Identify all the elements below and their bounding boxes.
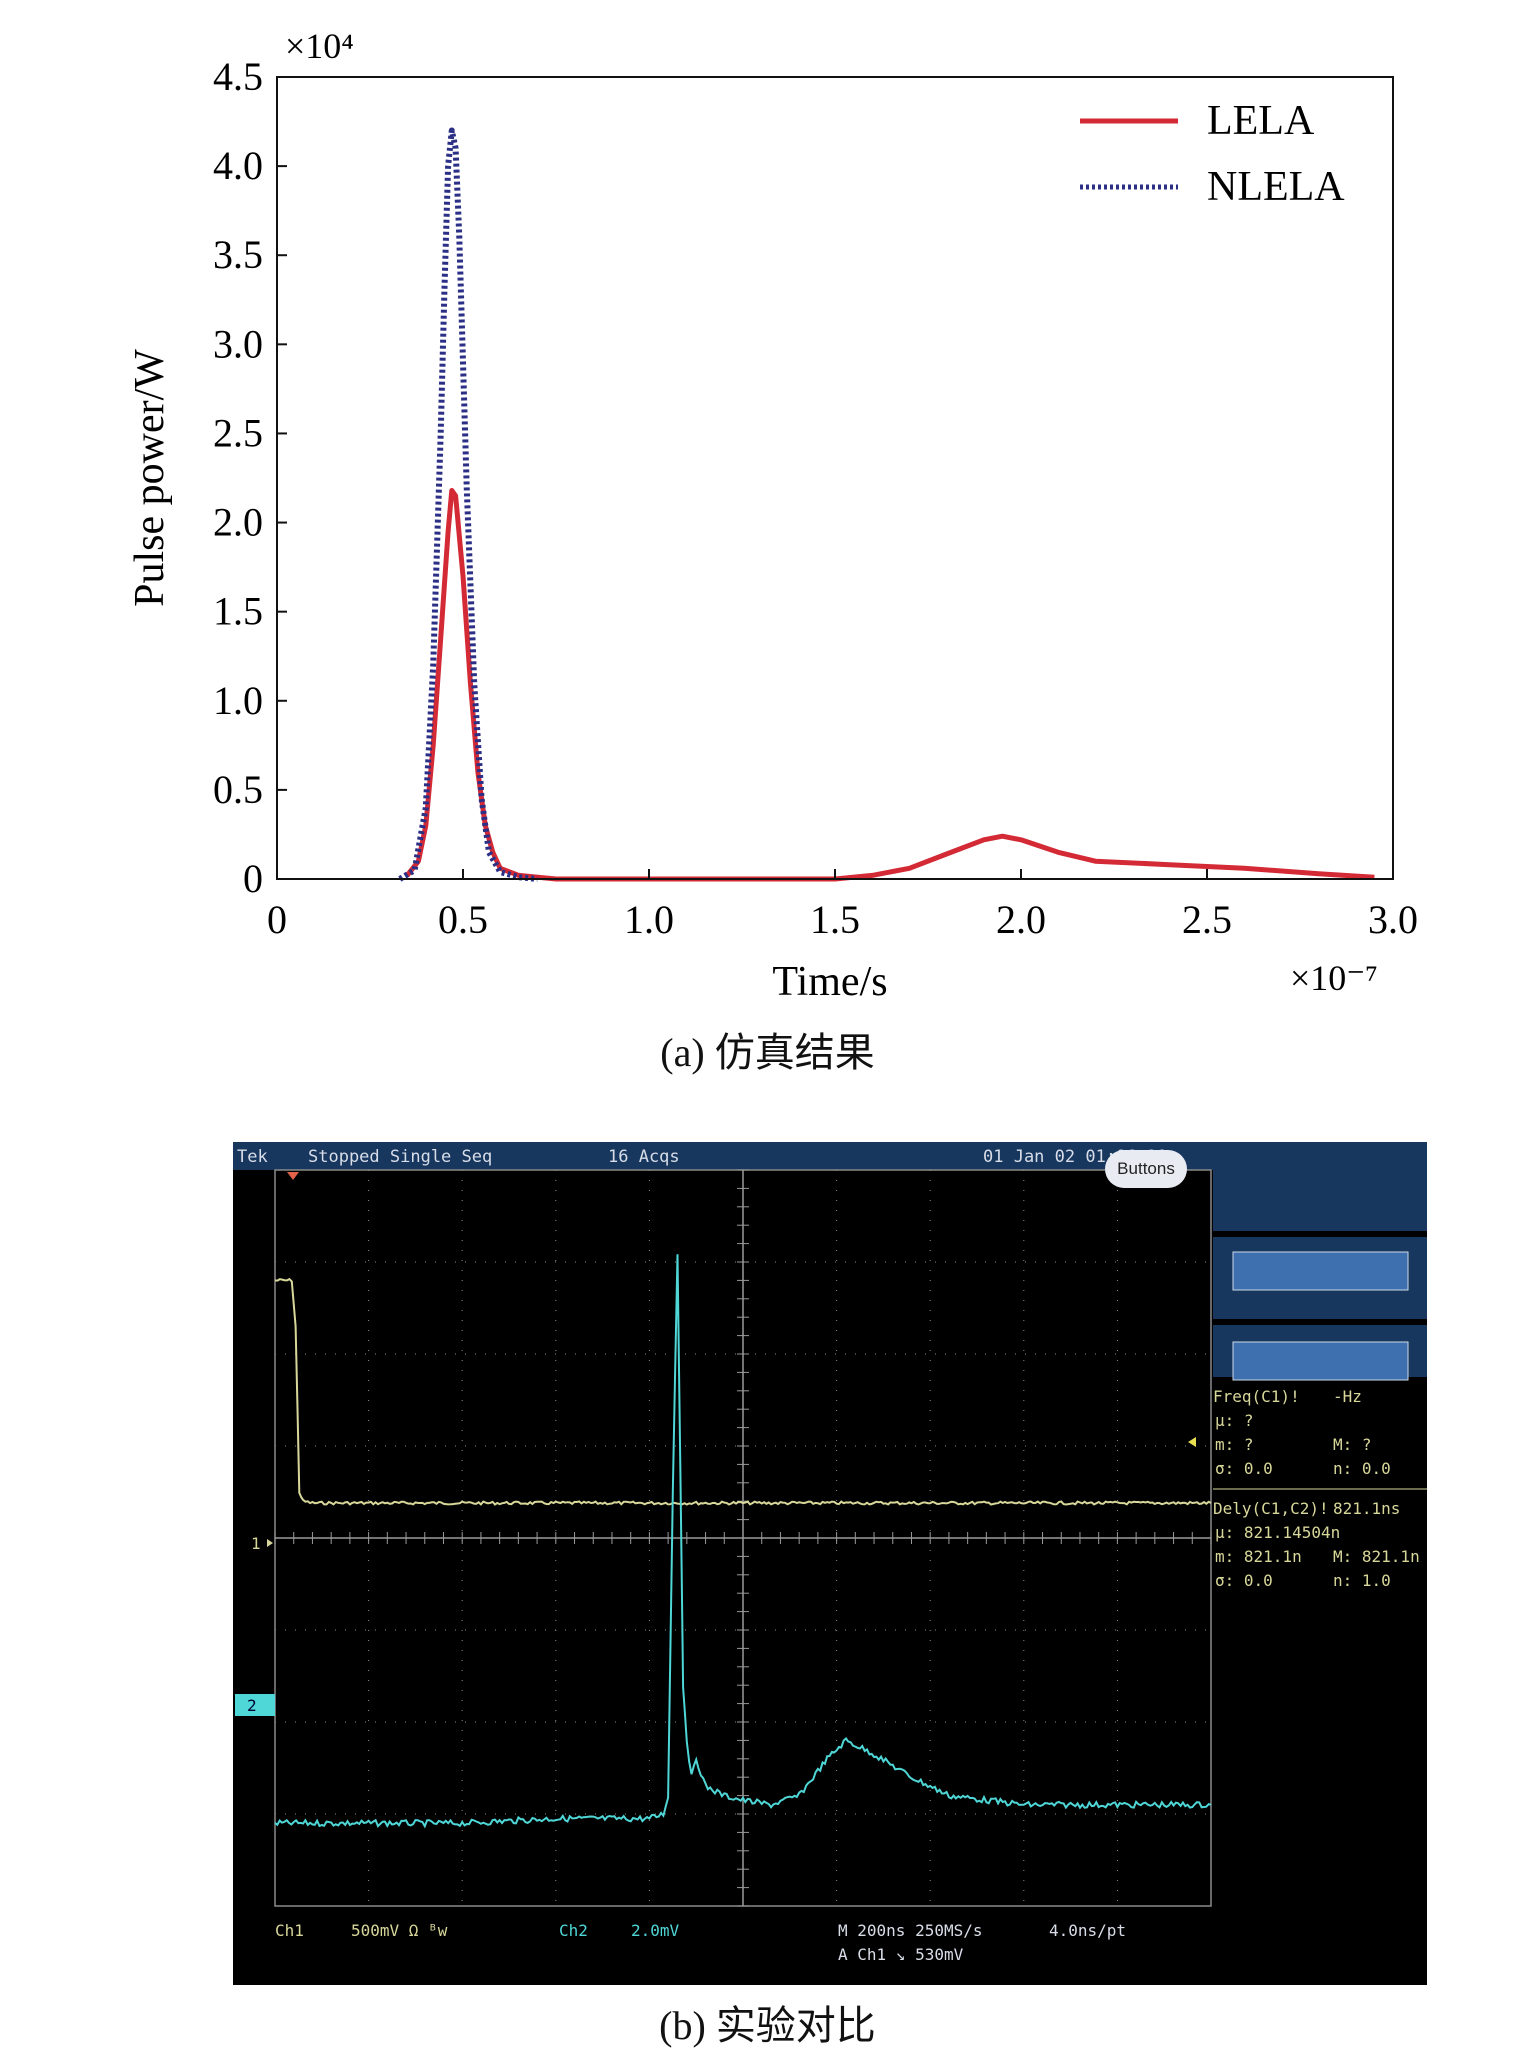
trigger-position-marker [287, 1172, 299, 1180]
timebase: M 200ns 250MS/s [838, 1921, 983, 1940]
meas-dely-n: n: 1.0 [1333, 1571, 1391, 1590]
legend-label-nlela: NLELA [1207, 164, 1345, 210]
meas-dely-title: Dely(C1,C2)! [1213, 1499, 1329, 1518]
side-box-2[interactable] [1232, 1341, 1409, 1381]
ch1-marker-arrow [267, 1539, 273, 1547]
x-multiplier: ×10⁻⁷ [1290, 958, 1378, 998]
meas-dely-max: M: 821.1n [1333, 1547, 1420, 1566]
y-tick-label: 2.0 [213, 500, 263, 545]
brand-label: Tek [237, 1147, 268, 1167]
trigger-info: A Ch1 ↘ 530mV [838, 1945, 964, 1964]
measurement-freq: Freq(C1)! -Hz μ: ? m: ? M: ? σ: 0.0 n: 0… [1213, 1387, 1391, 1478]
y-tick-label: 3.5 [213, 232, 263, 277]
meas-dely-value: 821.1ns [1333, 1499, 1400, 1518]
x-tick-label: 1.5 [810, 897, 860, 942]
y-tick-label: 4.0 [213, 143, 263, 188]
y-tick-label: 2.5 [213, 410, 263, 455]
meas-freq-mu: μ: ? [1215, 1411, 1254, 1430]
meas-freq-min: m: ? [1215, 1435, 1254, 1454]
meas-freq-title: Freq(C1)! [1213, 1387, 1300, 1406]
y-tick-label: 1.0 [213, 678, 263, 723]
x-tick-label: 1.0 [624, 897, 674, 942]
ch2-trace [274, 1254, 1212, 1829]
y-tick-label: 0.5 [213, 767, 263, 812]
side-box-1[interactable] [1232, 1251, 1409, 1291]
acq-count: 16 Acqs [608, 1147, 680, 1167]
meas-freq-max: M: ? [1333, 1435, 1372, 1454]
y-axis-label: Pulse power/W [127, 349, 173, 607]
ch1-trace [274, 1277, 1212, 1506]
series-lela-line [405, 488, 1375, 882]
legend: LELA NLELA [1080, 98, 1345, 210]
acq-status: Stopped Single Seq [308, 1147, 492, 1167]
x-tick-label: 3.0 [1368, 897, 1418, 942]
y-tick-label: 1.5 [213, 589, 263, 634]
x-tick-label: 0 [267, 897, 287, 942]
x-axis-label: Time/s [772, 959, 887, 1005]
ch1-scale: 500mV Ω ᴮw [351, 1921, 448, 1940]
meas-freq-sigma: σ: 0.0 [1215, 1459, 1273, 1478]
resolution: 4.0ns/pt [1049, 1921, 1126, 1940]
ch2-marker: 2 [247, 1696, 257, 1715]
y-tick-label: 3.0 [213, 321, 263, 366]
series-nlela-line [398, 127, 538, 882]
caption-b: (b) 实验对比 [659, 2003, 876, 2048]
legend-label-lela: LELA [1207, 98, 1315, 144]
ch2-label: Ch2 [559, 1921, 588, 1940]
y-tick-label: 0 [243, 856, 263, 901]
simulation-chart: 0 0.5 1.0 1.5 2.0 2.5 3.0 0 0.5 1.0 1.5 2.0 2.5 3.0 3.… [127, 26, 1418, 1005]
caption-a: (a) 仿真结果 [660, 1030, 875, 1075]
x-tick-label: 2.5 [1182, 897, 1232, 942]
ch2-scale: 2.0mV [631, 1921, 680, 1940]
meas-dely-mu: μ: 821.14504n [1215, 1523, 1340, 1542]
status-bar [233, 1142, 1427, 1170]
level-marker [1188, 1437, 1196, 1447]
y-tick-label: 4.5 [213, 54, 263, 99]
ch2-marker-box [235, 1694, 275, 1716]
measurement-delay: Dely(C1,C2)! 821.1ns μ: 821.14504n m: 82… [1213, 1499, 1420, 1590]
meas-dely-min: m: 821.1n [1215, 1547, 1302, 1566]
x-tick-label: 0.5 [438, 897, 488, 942]
meas-dely-sigma: σ: 0.0 [1215, 1571, 1273, 1590]
oscilloscope-screen: Tek Stopped Single Seq 16 Acqs 01 Jan 02… [233, 1142, 1427, 1985]
meas-freq-value: -Hz [1333, 1387, 1362, 1406]
x-tick-label: 2.0 [996, 897, 1046, 942]
ch1-marker: 1 [251, 1534, 261, 1553]
buttons-button[interactable]: Buttons [1105, 1150, 1187, 1188]
meas-freq-n: n: 0.0 [1333, 1459, 1391, 1478]
ch1-label: Ch1 [275, 1921, 304, 1940]
y-multiplier: ×10⁴ [285, 26, 354, 66]
